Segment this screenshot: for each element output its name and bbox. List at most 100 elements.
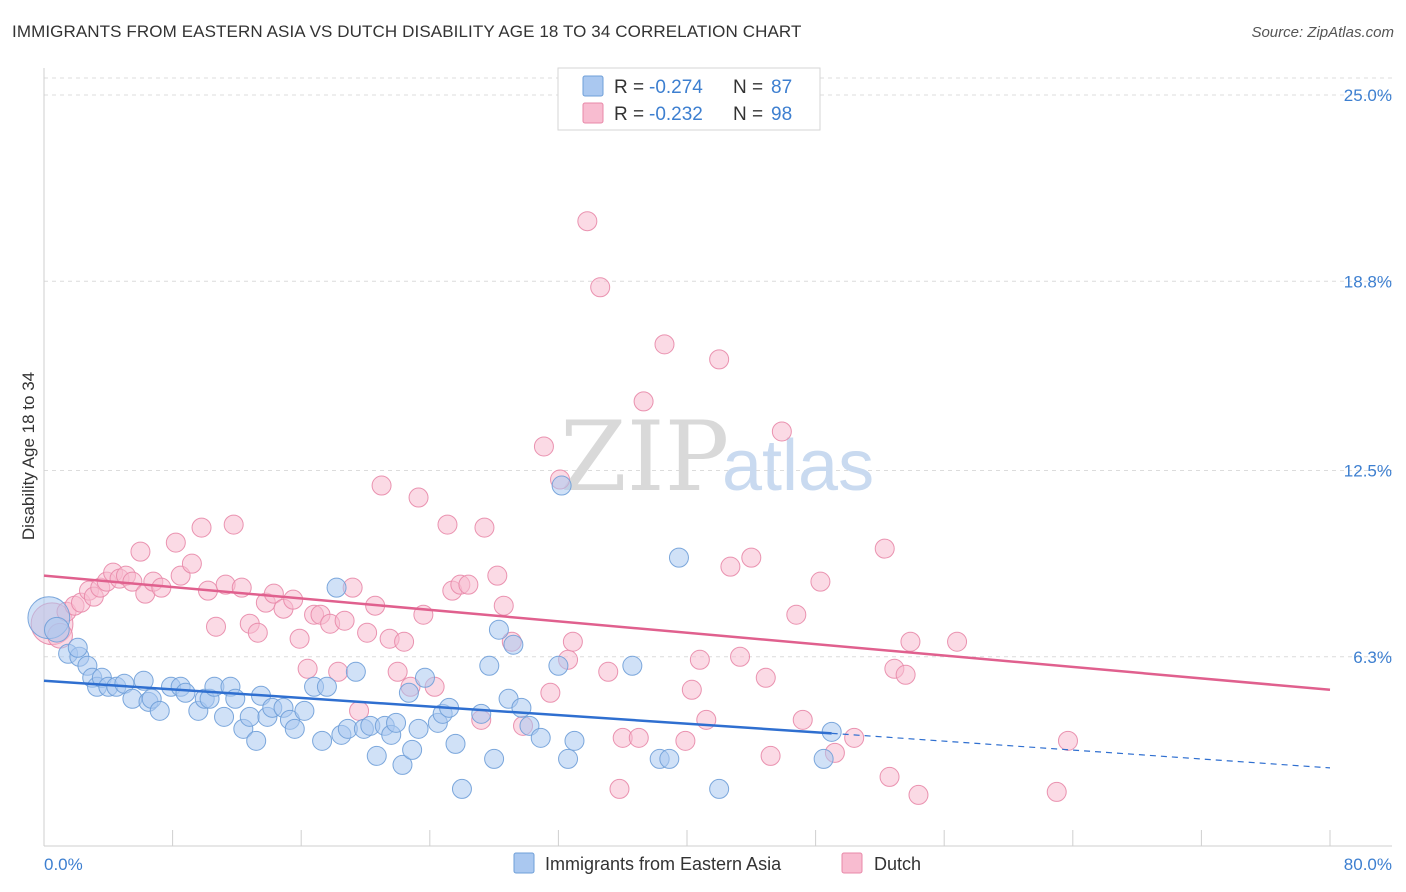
dutch-point [223, 514, 244, 535]
x-tick-label-max: 80.0% [1344, 855, 1392, 874]
dutch-point [741, 547, 762, 568]
eastern-asia-point [479, 655, 500, 676]
dutch-point [437, 514, 458, 535]
eastern-asia-point [366, 745, 387, 766]
dutch-point [633, 391, 654, 412]
legend-r-label-0: R = [614, 77, 644, 98]
trend-line-eastern-asia-extension [831, 732, 1331, 769]
bottom-legend-swatch-dutch [841, 852, 863, 874]
watermark-zip: ZIP [560, 401, 729, 513]
dutch-point [297, 658, 318, 679]
eastern-asia-point [558, 748, 579, 769]
dutch-point [590, 277, 611, 298]
dutch-point [689, 649, 710, 670]
dutch-point [283, 589, 304, 610]
eastern-asia-point [709, 778, 730, 799]
dutch-point [181, 553, 202, 574]
dutch-point [675, 730, 696, 751]
eastern-asia-point [471, 703, 492, 724]
legend-n-value-0: 87 [771, 77, 792, 98]
eastern-asia-point [445, 733, 466, 754]
legend-r-value-0: -0.274 [649, 77, 703, 98]
eastern-asia-point [451, 778, 472, 799]
dutch-point [1046, 781, 1067, 802]
dutch-point [628, 727, 649, 748]
eastern-asia-point [564, 730, 585, 751]
dutch-point [654, 334, 675, 355]
bottom-legend-label-eastern-asia: Immigrants from Eastern Asia [545, 854, 782, 874]
dutch-point [562, 631, 583, 652]
dutch-point [947, 631, 968, 652]
dutch-point [609, 778, 630, 799]
eastern-asia-point [622, 655, 643, 676]
eastern-asia-point [326, 577, 347, 598]
dutch-point [387, 661, 408, 682]
eastern-asia-point [67, 637, 88, 658]
legend-n-value-1: 98 [771, 104, 792, 125]
dutch-point [206, 616, 227, 637]
eastern-asia-point [386, 712, 407, 733]
eastern-asia-point [503, 634, 524, 655]
dutch-point [334, 610, 355, 631]
dutch-point [474, 517, 495, 538]
eastern-asia-point [511, 697, 532, 718]
series-eastern-asia-points [27, 475, 842, 799]
eastern-asia-point [239, 706, 260, 727]
legend-swatch-dutch [582, 102, 604, 124]
y-tick-label: 25.0% [1344, 86, 1392, 105]
dutch-point [786, 604, 807, 625]
dutch-point [540, 682, 561, 703]
dutch-point [844, 727, 865, 748]
y-axis-label: Disability Age 18 to 34 [19, 372, 38, 540]
correlation-legend: R = -0.274 N = 87 R = -0.232 N = 98 [557, 67, 821, 131]
series-legend: Immigrants from Eastern Asia Dutch [513, 852, 921, 874]
bottom-legend-label-dutch: Dutch [874, 854, 921, 874]
source-label: Source: ZipAtlas.com [1251, 24, 1394, 41]
x-tick-label-min: 0.0% [44, 855, 83, 874]
dutch-point [760, 745, 781, 766]
y-tick-label: 18.8% [1344, 272, 1392, 291]
dutch-point [879, 766, 900, 787]
y-tick-labels: 6.3% 12.5% 18.8% 25.0% [1344, 86, 1392, 667]
eastern-asia-point [484, 748, 505, 769]
eastern-asia-point [414, 667, 435, 688]
dutch-point [408, 487, 429, 508]
eastern-asia-point [668, 547, 689, 568]
dutch-point [1057, 730, 1078, 751]
eastern-asia-point [246, 730, 267, 751]
eastern-asia-point [214, 706, 235, 727]
dutch-point [533, 436, 554, 457]
eastern-asia-point [398, 682, 419, 703]
eastern-asia-point [530, 727, 551, 748]
dutch-point [165, 532, 186, 553]
dutch-point [191, 517, 212, 538]
dutch-point [720, 556, 741, 577]
dutch-point [598, 661, 619, 682]
legend-n-label-0: N = [733, 77, 763, 98]
dutch-point [263, 583, 284, 604]
dutch-point [681, 679, 702, 700]
eastern-asia-point [284, 718, 305, 739]
eastern-asia-point [813, 748, 834, 769]
dutch-point [771, 421, 792, 442]
y-tick-label: 6.3% [1353, 648, 1392, 667]
dutch-point [792, 709, 813, 730]
eastern-asia-point [294, 700, 315, 721]
dutch-point [895, 664, 916, 685]
eastern-asia-point [316, 676, 337, 697]
eastern-asia-point [408, 718, 429, 739]
dutch-point [487, 565, 508, 586]
bottom-legend-swatch-eastern-asia [513, 852, 535, 874]
dutch-point [730, 646, 751, 667]
legend-r-value-1: -0.232 [649, 104, 703, 125]
dutch-point [900, 631, 921, 652]
eastern-asia-point [392, 754, 413, 775]
eastern-asia-point [488, 619, 509, 640]
eastern-asia-point [659, 748, 680, 769]
eastern-asia-point [551, 475, 572, 496]
eastern-asia-point [312, 730, 333, 751]
dutch-point [493, 595, 514, 616]
dutch-point [755, 667, 776, 688]
eastern-asia-point [548, 655, 569, 676]
